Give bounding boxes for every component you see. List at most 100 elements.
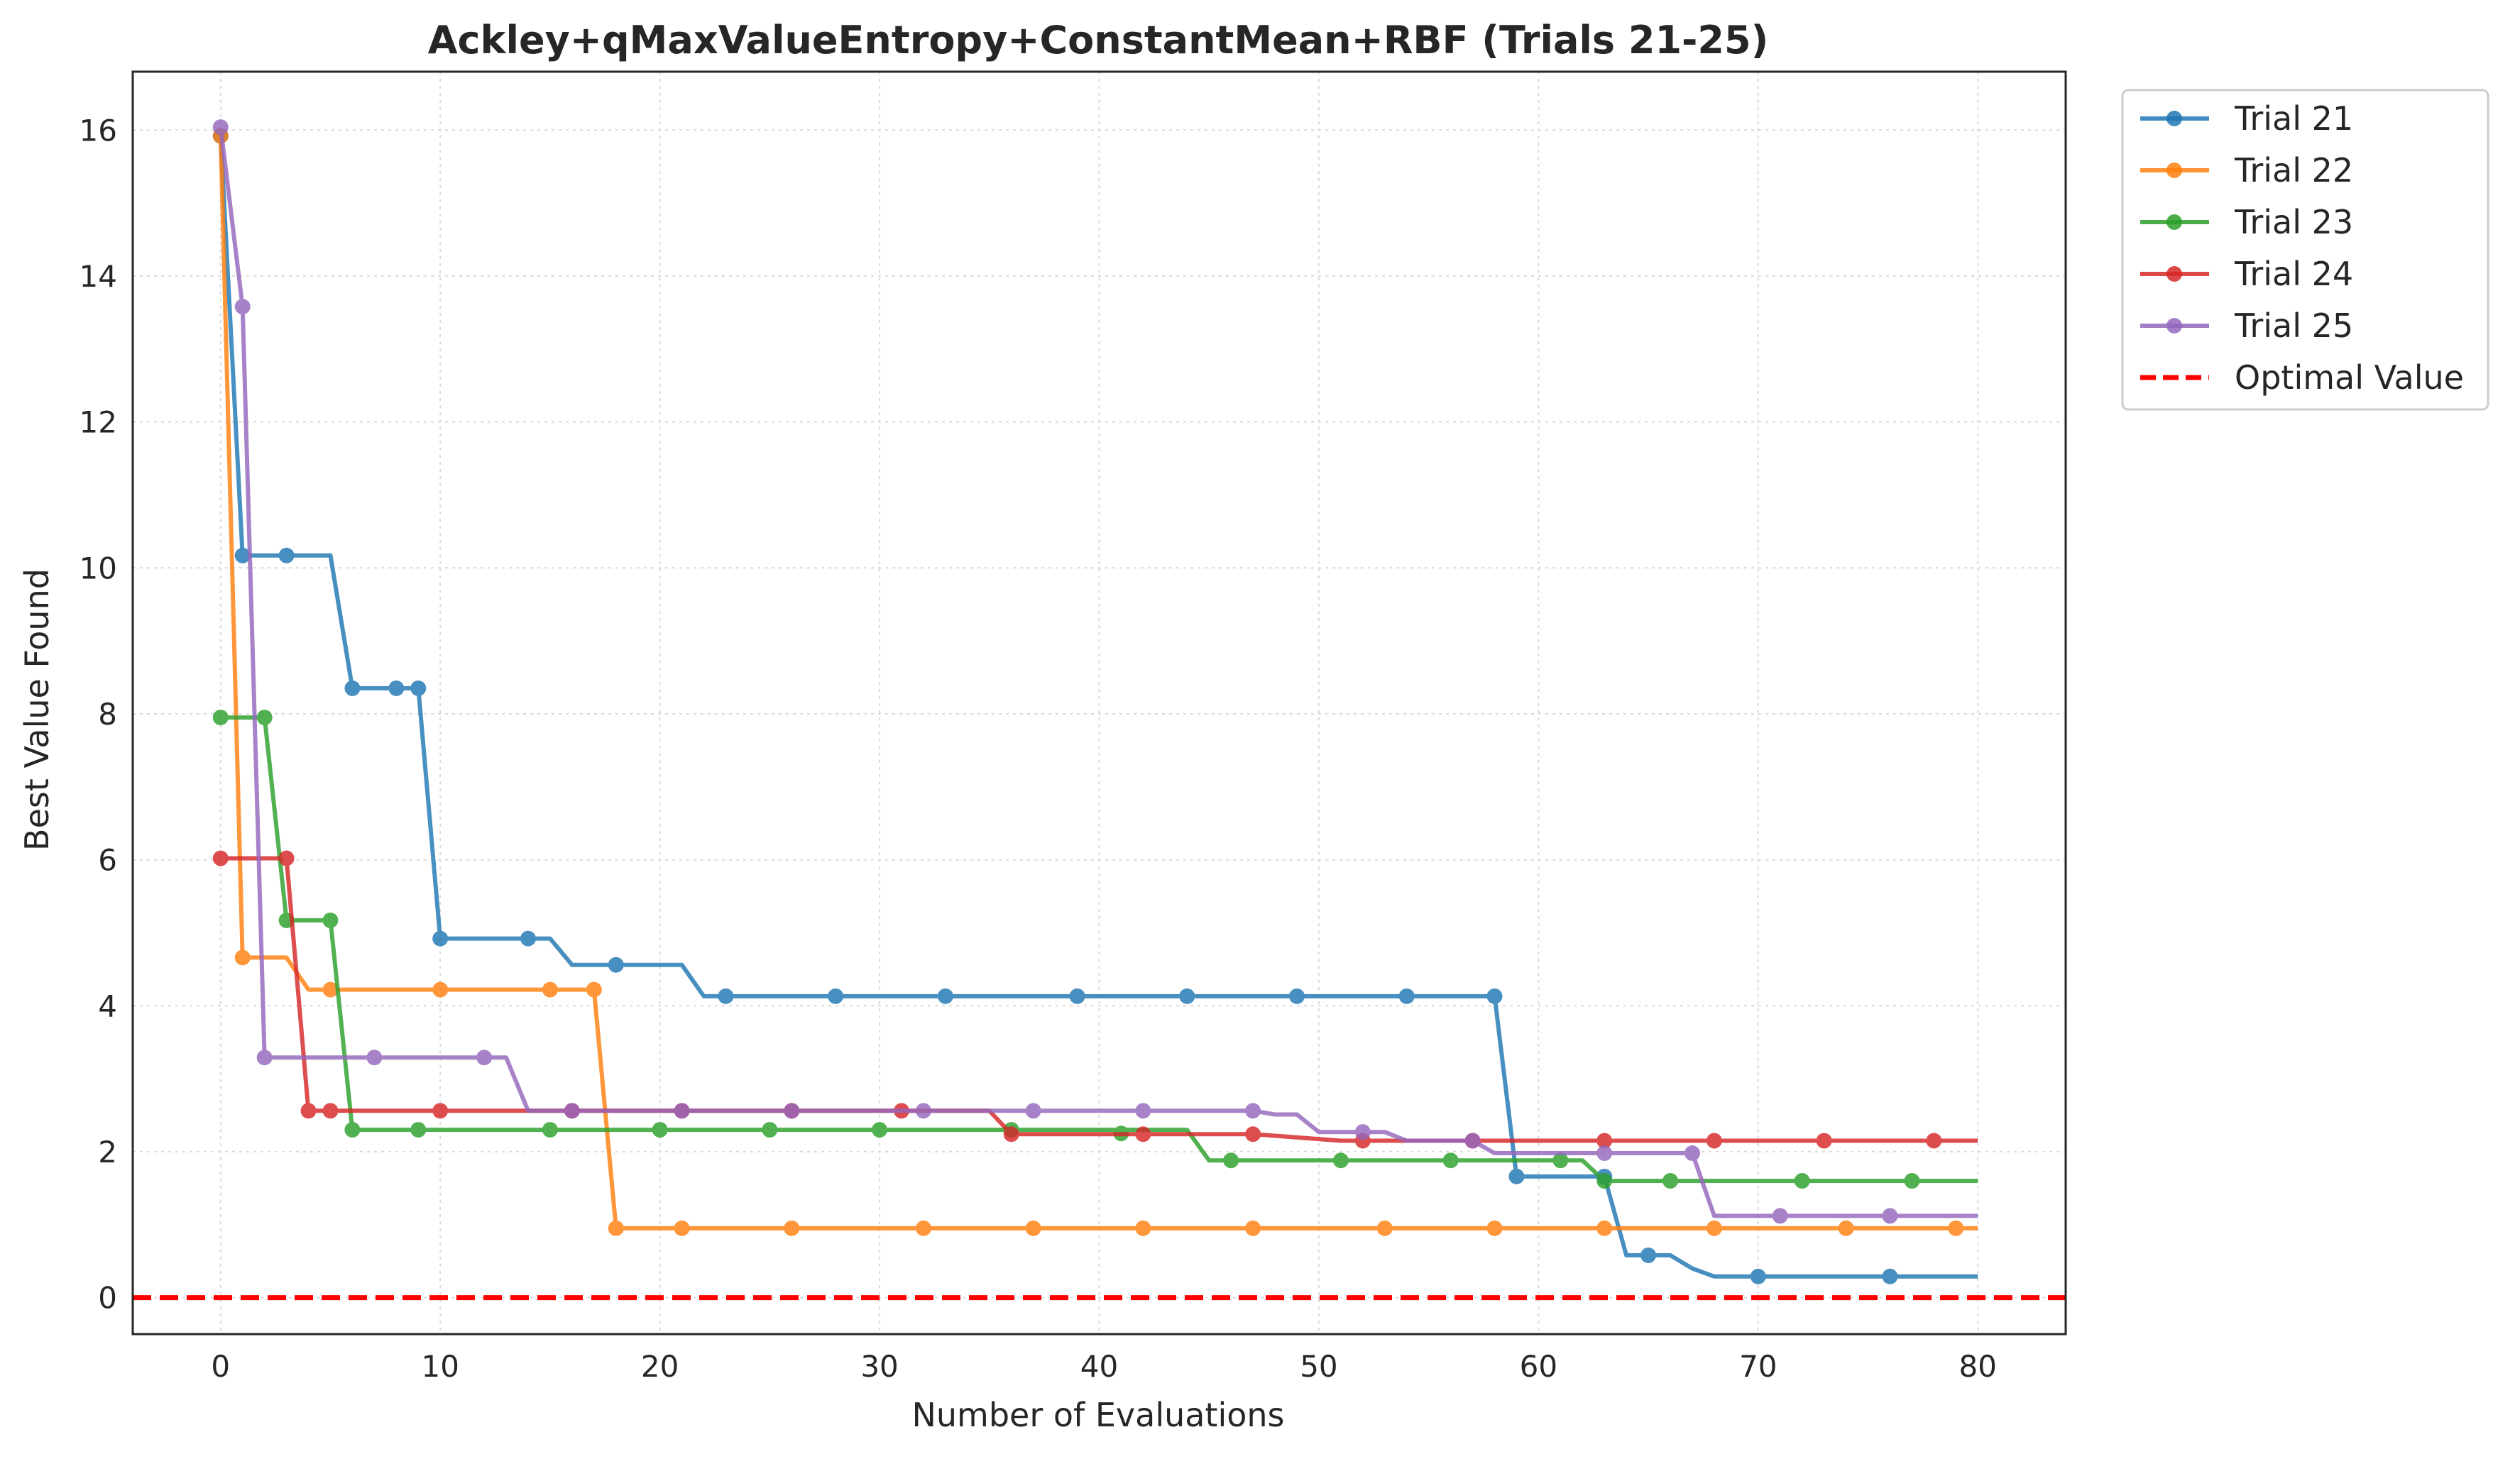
data-point	[1135, 1103, 1151, 1119]
data-point	[1223, 1152, 1239, 1169]
data-point	[674, 1103, 690, 1119]
data-point	[234, 949, 251, 966]
x-tick-label: 80	[1959, 1349, 1997, 1384]
data-point	[608, 1220, 624, 1236]
legend-label: Trial 22	[2234, 151, 2353, 189]
data-point	[1069, 988, 1085, 1004]
data-point	[278, 850, 295, 866]
data-point	[1376, 1220, 1393, 1236]
data-point	[344, 1122, 361, 1138]
data-point	[432, 1103, 449, 1119]
data-point	[1245, 1220, 1261, 1236]
data-point	[1684, 1145, 1700, 1161]
y-tick-label: 4	[98, 989, 117, 1023]
series-2	[212, 128, 1978, 1236]
legend-marker	[2166, 163, 2182, 178]
chart-title: Ackley+qMaxValueEntropy+ConstantMean+RBF…	[428, 18, 1769, 62]
data-point	[542, 981, 558, 998]
y-tick-label: 2	[98, 1135, 117, 1169]
data-point	[1245, 1126, 1261, 1143]
series-layer	[133, 119, 2066, 1301]
data-point	[256, 1050, 273, 1066]
data-point	[1706, 1220, 1722, 1236]
data-point	[1288, 988, 1305, 1004]
y-tick-label: 6	[98, 843, 117, 878]
data-point	[784, 1103, 800, 1119]
data-point	[212, 710, 229, 726]
data-point	[234, 299, 251, 315]
data-point	[322, 981, 339, 998]
data-point	[542, 1122, 558, 1138]
legend-entry: Trial 25	[2140, 307, 2353, 345]
legend: Trial 21 Trial 22 Trial 23 Trial 24 Trial 25…	[2121, 89, 2489, 411]
data-point	[212, 119, 229, 136]
data-point	[1025, 1103, 1041, 1119]
series-line	[218, 136, 1978, 1279]
data-point	[937, 988, 953, 1004]
data-point	[1948, 1220, 1964, 1236]
data-point	[1508, 1168, 1525, 1184]
plot-frame	[131, 70, 2067, 1336]
y-tick-label: 14	[80, 259, 117, 294]
x-axis-label: Number of Evaluations	[911, 1396, 1284, 1434]
data-point	[718, 988, 734, 1004]
data-point	[1794, 1173, 1810, 1189]
series-line	[220, 856, 1978, 1143]
data-point	[1486, 988, 1503, 1004]
x-tick-label: 30	[860, 1349, 898, 1384]
data-point	[234, 547, 251, 563]
data-point	[1640, 1247, 1657, 1263]
data-point	[1354, 1124, 1371, 1140]
data-point	[762, 1122, 778, 1138]
data-point	[1486, 1220, 1503, 1236]
data-point	[1003, 1126, 1019, 1143]
data-point	[520, 930, 536, 947]
data-point	[1750, 1268, 1766, 1284]
data-point	[1596, 1173, 1613, 1189]
data-point	[1332, 1152, 1349, 1169]
data-point	[915, 1220, 931, 1236]
legend-marker	[2166, 111, 2182, 126]
data-point	[410, 680, 427, 696]
data-point	[784, 1220, 800, 1236]
series-line	[218, 126, 1978, 1218]
data-point	[1772, 1208, 1788, 1224]
data-point	[1464, 1133, 1481, 1149]
data-point	[212, 850, 229, 866]
data-point	[300, 1103, 317, 1119]
x-tick-label: 40	[1080, 1349, 1118, 1384]
data-point	[586, 981, 602, 998]
data-point	[1179, 988, 1195, 1004]
legend-entry: Trial 21	[2140, 99, 2353, 138]
data-point	[1882, 1268, 1898, 1284]
data-point	[828, 988, 844, 1004]
data-point	[1926, 1133, 1942, 1149]
data-point	[1706, 1133, 1722, 1149]
data-point	[432, 930, 449, 947]
data-point	[1838, 1220, 1854, 1236]
legend-label: Optimal Value	[2235, 358, 2464, 397]
data-point	[388, 680, 405, 696]
x-tick-label: 10	[421, 1349, 459, 1384]
y-tick-label: 8	[98, 697, 117, 732]
legend-entry: Trial 22	[2140, 151, 2353, 189]
legend-marker	[2166, 318, 2182, 334]
legend-label: Trial 25	[2234, 307, 2353, 345]
data-point	[366, 1050, 383, 1066]
legend-entry: Optimal Value	[2140, 358, 2464, 397]
legend-label: Trial 21	[2234, 99, 2353, 138]
y-axis-label: Best Value Found	[18, 568, 56, 851]
legend-marker	[2166, 266, 2182, 282]
data-point	[1552, 1152, 1569, 1169]
data-point	[1662, 1173, 1679, 1189]
data-point	[1025, 1220, 1041, 1236]
data-point	[1596, 1220, 1613, 1236]
series-4	[212, 850, 1978, 1149]
data-point	[1596, 1133, 1613, 1149]
legend-box	[2121, 89, 2489, 411]
data-point	[432, 981, 449, 998]
legend-entry: Trial 24	[2140, 255, 2353, 293]
data-point	[1135, 1220, 1151, 1236]
